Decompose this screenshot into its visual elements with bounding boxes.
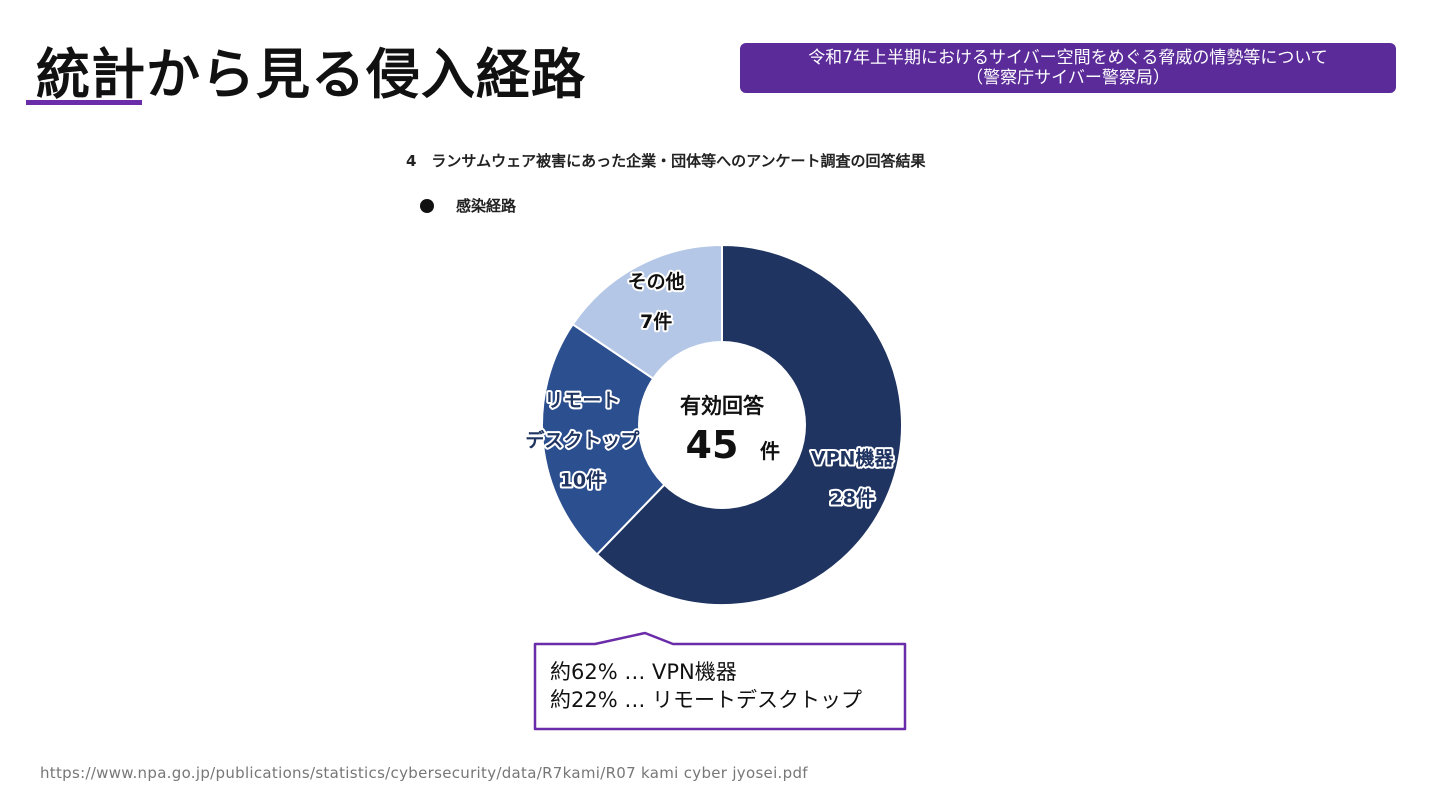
slice-labels: VPN機器 28件 リモートデスクトップ 10件 その他 7件 [523, 268, 896, 512]
slice-value-label-1: 10件 [560, 469, 605, 492]
section-heading: 4 ランサムウェア被害にあった企業・団体等へのアンケート調査の回答結果 [406, 152, 926, 170]
callout-line-2: 約22% … リモートデスクトップ [550, 688, 863, 712]
callout-text: 約62% … VPN機器 約22% … リモートデスクトップ [550, 658, 862, 714]
donut-slice-1 [541, 322, 724, 556]
donut-chart: VPN機器 28件 リモートデスクトップ 10件 その他 7件 有効回答 45 件 [523, 243, 903, 606]
page-title: 統計から見る侵入経路 [36, 43, 586, 106]
slice-name-label-2: その他 [628, 270, 685, 293]
source-line-1: 令和7年上半期におけるサイバー空間をめぐる脅威の情勢等について [808, 48, 1328, 68]
slice-value-label-2: 7件 [640, 310, 672, 333]
center-label: 有効回答 [680, 394, 765, 418]
callout-border [533, 631, 907, 731]
bullet-dot-icon [420, 198, 434, 213]
center-unit: 件 [760, 439, 780, 463]
bullet-row: 感染経路 [420, 195, 516, 216]
slice-name-label-0: VPN機器 [811, 447, 895, 470]
slice-name-label-1: リモート [544, 390, 620, 412]
donut-hole [638, 341, 806, 509]
source-url: https://www.npa.go.jp/publications/stati… [40, 764, 808, 782]
source-line-2: （警察庁サイバー警察局） [966, 68, 1170, 88]
slice-name-label-1: デスクトップ [525, 429, 640, 452]
callout-line-1: 約62% … VPN機器 [550, 660, 737, 684]
source-banner: 令和7年上半期におけるサイバー空間をめぐる脅威の情勢等について （警察庁サイバー… [740, 43, 1396, 93]
title-underline [26, 100, 142, 105]
center-total: 45 [686, 423, 739, 467]
bullet-label: 感染経路 [456, 197, 517, 215]
callout-box [533, 631, 907, 731]
slice-value-label-0: 28件 [829, 487, 874, 510]
